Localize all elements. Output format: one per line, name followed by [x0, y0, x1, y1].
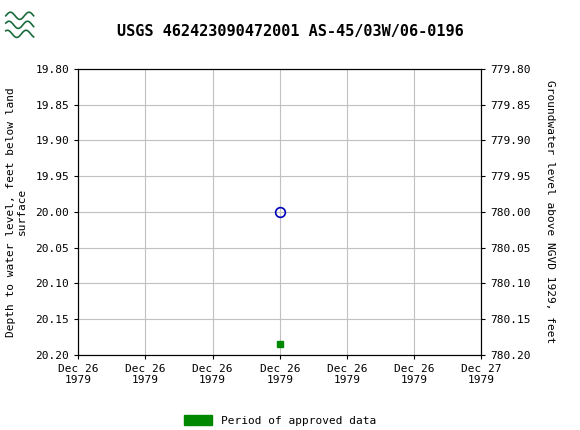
FancyBboxPatch shape: [5, 3, 57, 42]
Legend: Period of approved data: Period of approved data: [179, 411, 380, 430]
Y-axis label: Depth to water level, feet below land
surface: Depth to water level, feet below land su…: [6, 87, 27, 337]
Y-axis label: Groundwater level above NGVD 1929, feet: Groundwater level above NGVD 1929, feet: [545, 80, 555, 344]
Text: USGS 462423090472001 AS-45/03W/06-0196: USGS 462423090472001 AS-45/03W/06-0196: [117, 24, 463, 39]
Text: USGS: USGS: [67, 12, 130, 33]
